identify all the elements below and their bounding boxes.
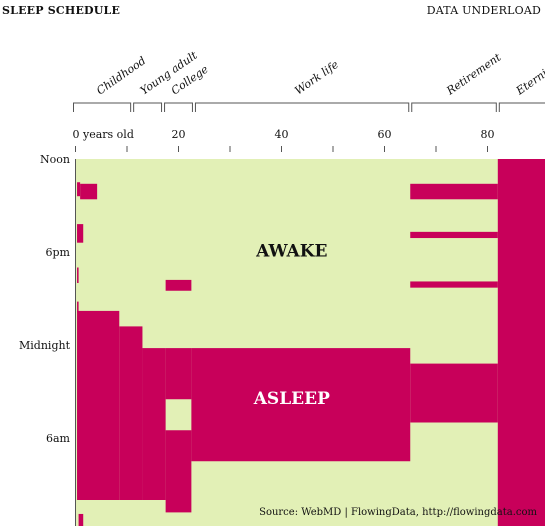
asleep-block-0 [77,182,81,197]
region-label-asleep: ASLEEP [253,389,330,409]
asleep-block-14 [410,231,498,239]
x-tick-label-40: 40 [275,128,289,141]
stage-label-5: Eternity [513,60,545,98]
asleep-block-5 [165,279,192,291]
x-tick-label-0: 0 years old [73,128,134,141]
y-axis: Noon6pmMidnight6amNoon [19,153,71,526]
x-tick-label-80: 80 [481,128,495,141]
asleep-block-6 [77,310,120,500]
asleep-block-1 [80,183,98,200]
y-tick-label-2: Midnight [19,339,71,352]
stage-bracket-3 [194,102,410,112]
x-tick-label-20: 20 [172,128,186,141]
x-axis: 0 years old 20 40 60 80 [73,128,495,152]
brand-label: DATA UNDERLOAD [426,4,541,17]
y-tick-label-1: 6pm [46,246,71,259]
stage-bracket-0 [73,102,132,112]
stage-bracket-5 [498,102,545,112]
plot-area [75,159,545,526]
stage-label-3: Work life [292,58,341,98]
chart-title: SLEEP SCHEDULE [2,4,121,17]
asleep-block-3 [77,267,79,283]
asleep-block-9 [165,348,192,400]
asleep-block-4 [77,301,79,313]
region-label-awake: AWAKE [255,242,327,262]
y-tick-label-3: 6am [46,432,71,445]
asleep-block-2 [77,224,84,243]
asleep-block-7 [119,326,143,500]
asleep-block-12 [410,363,498,423]
x-tick-label-60: 60 [378,128,392,141]
asleep-block-18 [497,159,545,526]
region-labels: AWAKE ASLEEP [253,242,330,409]
asleep-block-15 [410,281,498,288]
source-note: Source: WebMD | FlowingData, http://flow… [259,507,537,518]
stage-bracket-1 [133,102,163,112]
asleep-block-13 [410,183,498,200]
y-tick-label-0: Noon [40,153,70,166]
stage-bracket-4 [411,102,497,112]
stage-label-4: Retirement [443,50,503,98]
asleep-block-11 [191,348,411,462]
asleep-block-17 [78,513,84,526]
stage-bracket-2 [164,102,193,112]
asleep-block-8 [142,348,166,500]
asleep-block-10 [165,430,192,513]
